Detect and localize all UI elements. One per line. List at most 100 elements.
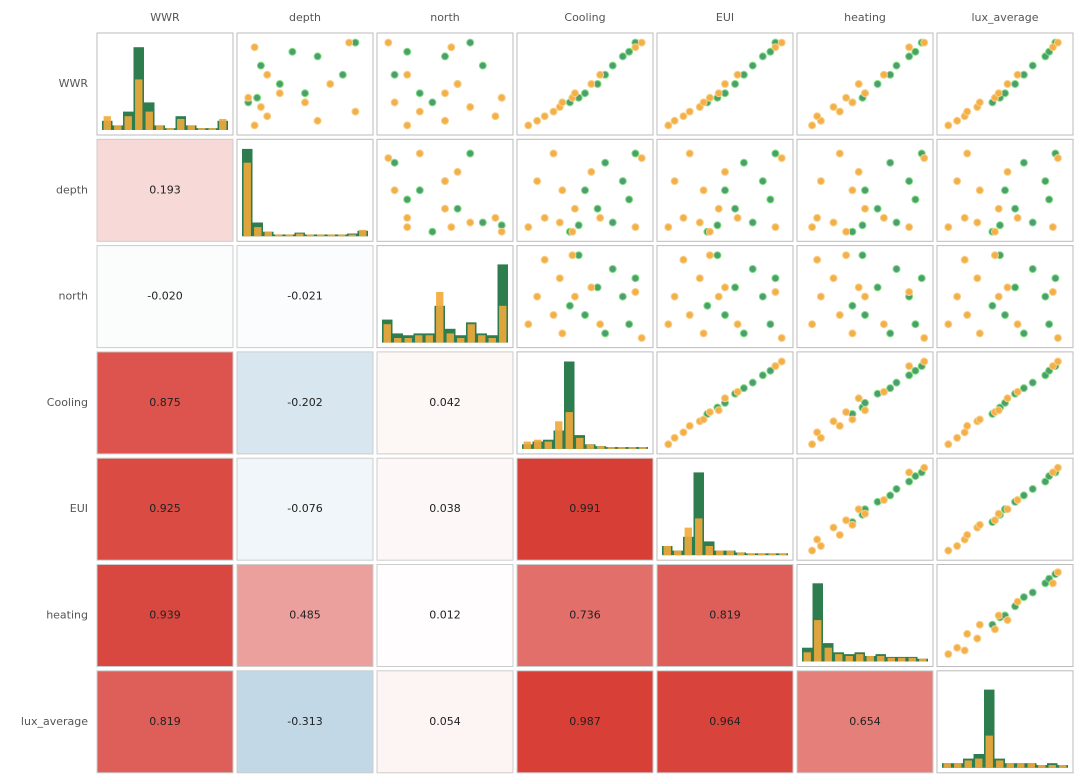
- histogram-bar: [565, 412, 573, 449]
- scatter-point: [739, 384, 748, 393]
- scatter-point: [1003, 505, 1012, 514]
- scatter-point: [288, 47, 297, 56]
- scatter-point: [596, 213, 605, 222]
- scatter-point: [994, 611, 1003, 620]
- scatter-point: [1051, 274, 1060, 283]
- scatter-point: [842, 227, 851, 236]
- scatter-point: [861, 204, 869, 213]
- histogram-bar: [779, 553, 787, 556]
- scatter-point: [766, 320, 775, 329]
- histogram-bar: [446, 333, 454, 343]
- scatter-point: [301, 89, 309, 98]
- scatter-point: [816, 177, 825, 186]
- histogram-bar: [684, 527, 692, 556]
- scatter-point: [403, 70, 412, 79]
- scatter-point: [685, 149, 694, 158]
- scatter-point: [733, 387, 742, 396]
- scatter-point: [1053, 38, 1062, 47]
- histogram-bar: [628, 447, 636, 449]
- correlation-cell: [656, 670, 794, 774]
- scatter-point: [994, 509, 1003, 518]
- scatter-point: [808, 440, 817, 449]
- histogram-bar: [996, 760, 1004, 768]
- scatter-point: [861, 186, 869, 195]
- scatter-point: [415, 149, 424, 158]
- histogram-bar: [607, 447, 615, 449]
- scatter-point: [842, 408, 851, 417]
- scatter-point: [581, 311, 589, 319]
- scatter-point: [679, 255, 688, 264]
- scatter-point: [587, 283, 596, 292]
- histogram-bar: [124, 116, 132, 130]
- scatter-point: [540, 112, 549, 121]
- histogram-bar: [639, 447, 647, 449]
- histogram-bar: [135, 79, 143, 130]
- histogram-bar: [758, 553, 766, 556]
- scatter-point: [263, 112, 272, 121]
- histogram-bar: [523, 441, 531, 449]
- scatter-point: [1013, 597, 1022, 606]
- scatter-point: [524, 121, 533, 130]
- scatter-point: [953, 116, 962, 125]
- scatter-point: [854, 505, 863, 514]
- scatter-point: [944, 320, 953, 329]
- scatter-point: [953, 177, 962, 186]
- scatter-point: [695, 274, 704, 283]
- scatter-point: [963, 107, 972, 116]
- histogram-bar: [564, 361, 575, 449]
- histogram-bar: [597, 446, 605, 449]
- scatter-point: [829, 218, 838, 227]
- scatter-point: [441, 204, 449, 213]
- correlation-value: -0.313: [287, 715, 322, 728]
- scatter-point: [1003, 394, 1012, 403]
- scatter-point: [990, 251, 999, 260]
- scatter-point: [905, 468, 914, 477]
- scatter-point: [608, 265, 617, 273]
- scatter-point: [301, 98, 309, 107]
- histogram-bar: [145, 111, 153, 130]
- scatter-point: [995, 221, 1004, 230]
- scatter-point: [1048, 288, 1057, 296]
- scatter-point: [466, 218, 475, 227]
- scatter-point: [403, 195, 412, 204]
- scatter-point: [1053, 463, 1062, 472]
- histogram-bar: [824, 647, 832, 662]
- scatter-point: [733, 70, 742, 79]
- correlation-value: 0.736: [569, 609, 601, 622]
- scatter-point: [1045, 320, 1054, 329]
- scatter-point: [905, 288, 914, 296]
- histogram-bar: [663, 546, 671, 556]
- scatter-point: [705, 408, 714, 417]
- histogram-bar: [814, 620, 822, 662]
- scatter-point: [256, 61, 265, 70]
- scatter-point: [905, 362, 914, 371]
- scatter-point: [739, 329, 748, 338]
- scatter-point: [721, 186, 729, 195]
- scatter-point: [1041, 177, 1050, 186]
- histogram-bar: [488, 338, 496, 343]
- scatter-point: [608, 218, 617, 227]
- scatter-point: [703, 301, 712, 310]
- scatter-point: [384, 154, 393, 163]
- scatter-point: [1041, 292, 1050, 301]
- scatter-point: [574, 221, 583, 230]
- scatter-point: [733, 213, 742, 222]
- scatter-point: [1011, 283, 1020, 292]
- scatter-point: [466, 103, 475, 111]
- scatter-point: [917, 274, 926, 283]
- scatter-point: [618, 177, 627, 186]
- scatter-point: [491, 213, 500, 222]
- scatter-point: [549, 107, 558, 116]
- scatter-point: [685, 107, 694, 116]
- scatter-point: [570, 89, 579, 98]
- histogram-bar: [856, 654, 864, 662]
- correlation-value: -0.202: [287, 396, 322, 409]
- scatter-point: [808, 320, 817, 329]
- scatter-point: [625, 320, 634, 329]
- scatter-point: [721, 394, 729, 403]
- histogram-bar: [219, 118, 227, 130]
- scatter-point: [766, 366, 775, 375]
- scatter-point: [524, 223, 533, 232]
- column-label: depth: [289, 11, 321, 24]
- scatter-point: [886, 329, 895, 338]
